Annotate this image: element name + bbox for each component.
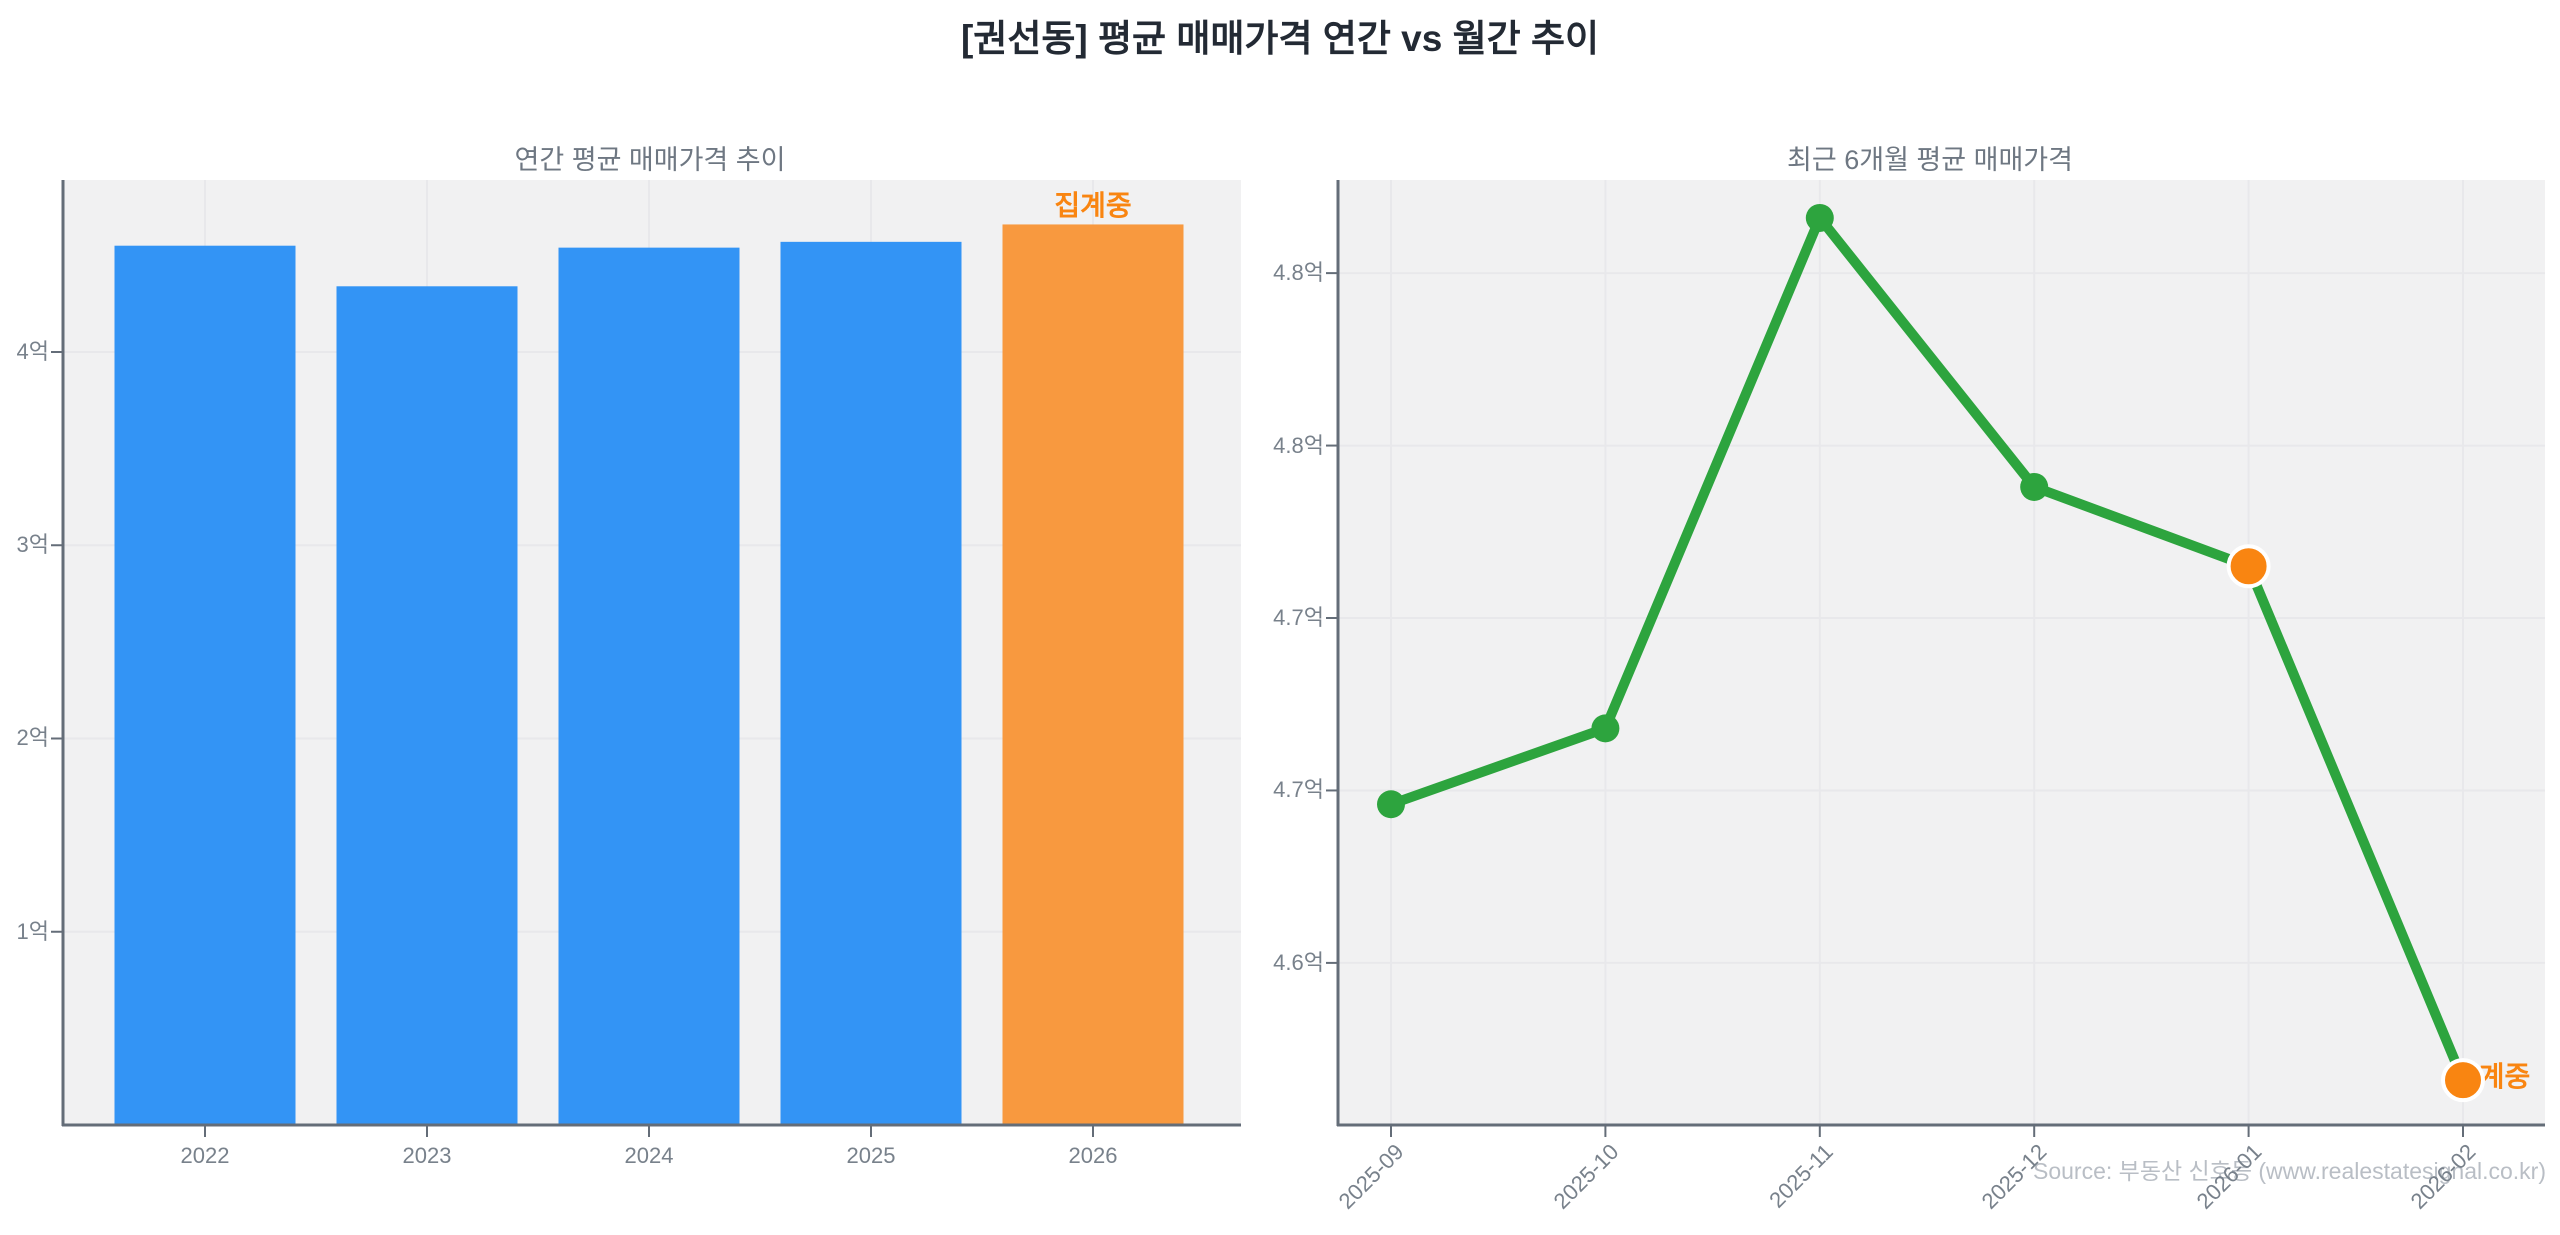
bar-2022 — [114, 245, 296, 1126]
y-tick-label: 1억 — [16, 918, 49, 944]
bar-2026 — [1002, 224, 1184, 1125]
point-2025-12 — [2020, 472, 2049, 501]
bars — [114, 224, 1184, 1126]
monthly-chart-title: 최근 6개월 평균 매매가격 — [1787, 145, 2073, 175]
point-2025-11 — [1805, 203, 1834, 232]
y-tick-label: 3억 — [16, 532, 49, 558]
bar-2024 — [558, 247, 740, 1125]
point-2025-10 — [1591, 714, 1620, 743]
x-tick-label: 2023 — [402, 1143, 452, 1168]
y-tick-label: 4.7억 — [1273, 777, 1324, 803]
point-2026-01 — [2226, 544, 2271, 589]
line-canvas — [1326, 180, 2545, 1137]
annual-bar-chart: 연간 평균 매매가격 추이 집계중 1억 2억 3억 4억 2022 2023 2024 20… — [0, 100, 1280, 1235]
axes — [1326, 180, 2545, 1137]
page-title: [권선동] 평균 매매가격 연간 vs 월간 추이 — [960, 18, 1600, 59]
x-tick-label: 2025 — [846, 1143, 896, 1168]
y-tick-label: 4.6억 — [1273, 949, 1324, 975]
bar-canvas — [51, 180, 1241, 1137]
x-tick-label: 2024 — [624, 1143, 674, 1168]
axes — [51, 180, 1241, 1137]
source-credit: Source: 부동산 신호등 (www.realestatesignal.co… — [2033, 1158, 2546, 1184]
x-tick-label: 2022 — [180, 1143, 230, 1168]
x-tick-label: 2026 — [1068, 1143, 1118, 1168]
y-tick-label: 2억 — [16, 725, 49, 751]
point-2025-09 — [1377, 790, 1405, 819]
y-tick-label: 4억 — [16, 338, 49, 364]
bar-2025 — [780, 241, 962, 1126]
bar-2023 — [336, 286, 518, 1125]
annual-in-progress-label: 집계중 — [1054, 190, 1132, 222]
price-line — [1386, 212, 2468, 1086]
plot-area — [1338, 180, 2545, 1125]
y-tick-label: 4.8억 — [1273, 260, 1324, 286]
y-tick-label: 4.8억 — [1273, 432, 1324, 458]
gridlines — [1338, 180, 2545, 1125]
y-tick-label: 4.7억 — [1273, 605, 1324, 630]
monthly-line-chart: 최근 6개월 평균 매매가격 집계중 4.6억 4.7억 4.7억 4.8억 4.8억 2… — [1273, 100, 2560, 1235]
annual-chart-title: 연간 평균 매매가격 추이 — [514, 145, 786, 175]
point-2026-02 — [2441, 1058, 2485, 1103]
